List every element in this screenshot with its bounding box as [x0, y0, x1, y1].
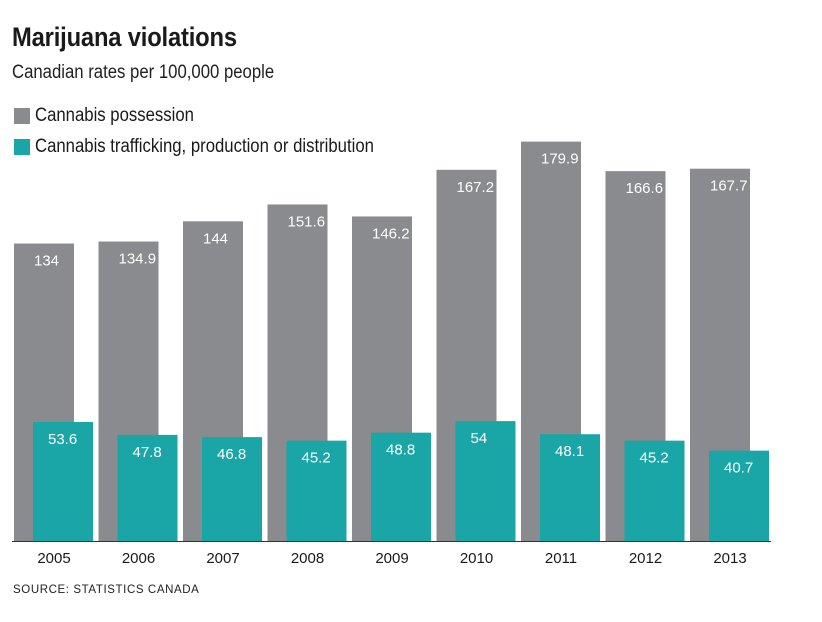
bar-label-trafficking-2005: 53.6	[48, 431, 77, 448]
bar-trafficking-2005	[33, 422, 93, 541]
legend-swatch-possession	[14, 108, 30, 124]
bar-label-possession-2009: 146.2	[372, 225, 410, 242]
bar-label-trafficking-2006: 47.8	[133, 444, 162, 461]
bar-trafficking-2006	[117, 434, 178, 541]
bar-label-trafficking-2012: 45.2	[640, 450, 669, 467]
legend-item-possession: Cannabis possession	[14, 104, 216, 128]
legend-item-trafficking: Cannabis trafficking, production or dist…	[14, 135, 420, 159]
bar-label-possession-2008: 151.6	[288, 213, 326, 230]
bar-label-possession-2007: 144	[203, 230, 228, 247]
x-tick-label-2005: 2005	[37, 550, 70, 567]
bar-label-trafficking-2007: 46.8	[217, 446, 246, 463]
x-tick-label-2011: 2011	[545, 550, 577, 567]
bar-label-possession-2005: 134	[34, 253, 59, 270]
bar-label-trafficking-2009: 48.8	[386, 442, 415, 459]
bar-label-possession-2013: 167.7	[710, 178, 748, 195]
bar-trafficking-2010	[455, 421, 516, 541]
x-tick-label-2006: 2006	[122, 550, 155, 567]
x-tick-label-2012: 2012	[629, 550, 662, 567]
chart-subtitle: Canadian rates per 100,000 people	[12, 62, 275, 83]
legend-label-possession: Cannabis possession	[35, 105, 194, 126]
bar-trafficking-2013	[709, 450, 769, 541]
bar-trafficking-2007	[202, 437, 262, 541]
chart-title: Marijuana violations	[12, 22, 237, 52]
x-tick-label-2008: 2008	[291, 550, 324, 567]
x-tick-label-2010: 2010	[460, 550, 493, 567]
legend-label-trafficking: Cannabis trafficking, production or dist…	[35, 136, 374, 157]
legend-swatch-trafficking	[14, 139, 30, 155]
x-tick-label-2013: 2013	[713, 550, 746, 567]
bar-label-possession-2012: 166.6	[626, 180, 664, 197]
trafficking-bars: 53.6 47.8 46.8 45.2 48.8 54 48.1 45.2 40.7	[33, 421, 769, 541]
bar-label-trafficking-2011: 48.1	[555, 443, 584, 460]
x-axis-ticks: 2005 2006 2007 2008 2009 2010 2011 2012 2013	[37, 550, 746, 567]
bar-trafficking-2009	[371, 432, 431, 541]
bar-label-trafficking-2013: 40.7	[724, 460, 753, 477]
x-tick-label-2009: 2009	[375, 550, 408, 567]
bar-label-trafficking-2008: 45.2	[302, 450, 331, 467]
x-tick-label-2007: 2007	[206, 550, 239, 567]
bar-label-trafficking-2010: 54	[471, 430, 488, 447]
bar-trafficking-2012	[624, 440, 685, 541]
bar-label-possession-2011: 179.9	[541, 151, 579, 168]
bar-label-possession-2006: 134.9	[119, 251, 157, 268]
bar-trafficking-2008	[286, 440, 347, 541]
source-note: SOURCE: STATISTICS CANADA	[13, 584, 200, 596]
bar-trafficking-2011	[540, 434, 600, 541]
bar-label-possession-2010: 167.2	[457, 179, 495, 196]
